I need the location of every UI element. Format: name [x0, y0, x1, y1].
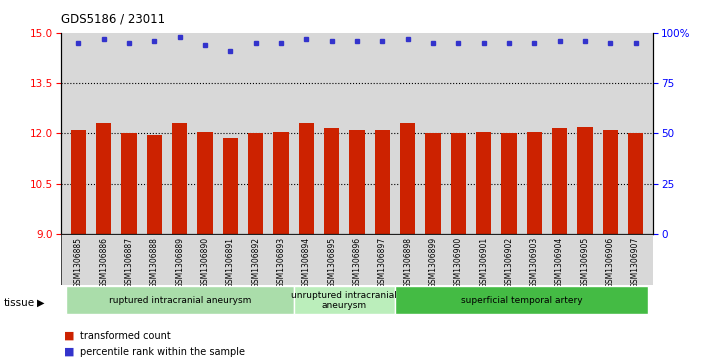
Text: percentile rank within the sample: percentile rank within the sample: [80, 347, 245, 357]
Bar: [628, 134, 643, 234]
Text: unruptured intracranial
aneurysm: unruptured intracranial aneurysm: [291, 291, 397, 310]
Bar: [96, 123, 111, 234]
Text: GSM1306887: GSM1306887: [124, 237, 134, 287]
Text: GSM1306888: GSM1306888: [150, 237, 159, 287]
Text: GSM1306903: GSM1306903: [530, 237, 539, 288]
Bar: [298, 123, 314, 234]
Text: ■: ■: [64, 331, 75, 341]
Bar: [578, 127, 593, 234]
Bar: [71, 130, 86, 234]
Bar: [400, 123, 416, 234]
Bar: [375, 130, 390, 234]
Text: GSM1306901: GSM1306901: [479, 237, 488, 288]
Text: transformed count: transformed count: [80, 331, 171, 341]
Text: GSM1306898: GSM1306898: [403, 237, 412, 287]
Text: GSM1306896: GSM1306896: [353, 237, 361, 288]
Bar: [172, 123, 187, 234]
Text: ■: ■: [64, 347, 75, 357]
Text: superficial temporal artery: superficial temporal artery: [461, 296, 583, 305]
Bar: [476, 132, 491, 234]
Bar: [426, 134, 441, 234]
Text: GSM1306886: GSM1306886: [99, 237, 109, 287]
Text: GSM1306894: GSM1306894: [302, 237, 311, 288]
Bar: [552, 129, 567, 234]
Text: tissue: tissue: [4, 298, 35, 308]
Bar: [293, 286, 395, 314]
Bar: [147, 135, 162, 234]
Text: GSM1306890: GSM1306890: [201, 237, 209, 288]
Bar: [395, 286, 648, 314]
Text: GSM1306892: GSM1306892: [251, 237, 260, 287]
Text: GSM1306893: GSM1306893: [276, 237, 286, 288]
Bar: [273, 132, 288, 234]
Bar: [198, 132, 213, 234]
Bar: [451, 134, 466, 234]
Text: GSM1306906: GSM1306906: [605, 237, 615, 288]
Text: GSM1306897: GSM1306897: [378, 237, 387, 288]
Text: GSM1306895: GSM1306895: [327, 237, 336, 288]
Text: GSM1306891: GSM1306891: [226, 237, 235, 287]
Text: ▶: ▶: [37, 298, 45, 308]
Text: GSM1306900: GSM1306900: [454, 237, 463, 288]
Bar: [501, 134, 516, 234]
Bar: [527, 132, 542, 234]
FancyBboxPatch shape: [61, 234, 653, 285]
Bar: [324, 129, 339, 234]
Text: GDS5186 / 23011: GDS5186 / 23011: [61, 13, 165, 26]
Text: GSM1306902: GSM1306902: [505, 237, 513, 288]
Text: GSM1306904: GSM1306904: [555, 237, 564, 288]
Text: ruptured intracranial aneurysm: ruptured intracranial aneurysm: [109, 296, 251, 305]
Bar: [223, 138, 238, 234]
Text: GSM1306905: GSM1306905: [580, 237, 590, 288]
Bar: [121, 134, 136, 234]
Text: GSM1306885: GSM1306885: [74, 237, 83, 287]
Bar: [349, 130, 365, 234]
Bar: [603, 130, 618, 234]
Text: GSM1306899: GSM1306899: [428, 237, 438, 288]
Text: GSM1306889: GSM1306889: [175, 237, 184, 287]
Bar: [248, 134, 263, 234]
Text: GSM1306907: GSM1306907: [631, 237, 640, 288]
Bar: [66, 286, 293, 314]
